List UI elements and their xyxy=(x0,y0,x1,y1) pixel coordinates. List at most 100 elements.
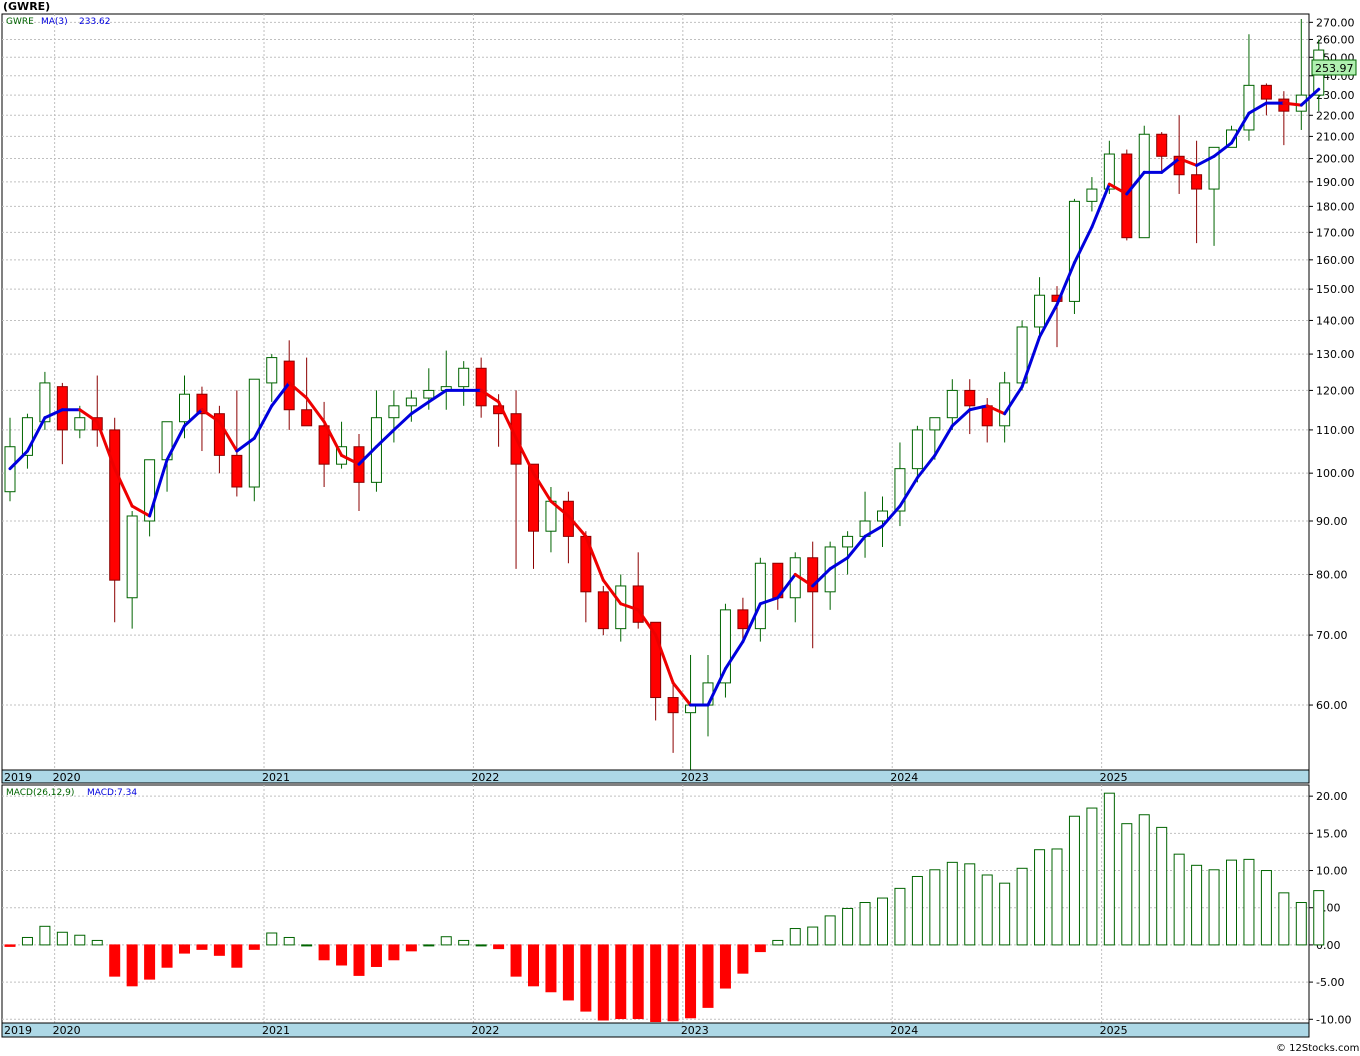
ma-segment xyxy=(200,408,221,424)
price-grid xyxy=(2,14,1309,770)
macd-year-label: 2025 xyxy=(1100,1024,1128,1037)
macd-bar xyxy=(877,897,888,946)
macd-bar xyxy=(231,944,243,968)
candle xyxy=(562,491,574,564)
candle-body xyxy=(911,429,923,470)
macd-bar xyxy=(981,874,993,946)
ma-segment xyxy=(741,602,762,644)
macd-tick-label: 10.00 xyxy=(1316,865,1348,878)
price-tick-label: 230.00 xyxy=(1316,89,1355,102)
macd-bar xyxy=(929,869,941,946)
ma-segment xyxy=(723,640,745,671)
ma-segment xyxy=(409,400,431,416)
ma-segment xyxy=(654,633,675,685)
ma-segment xyxy=(1247,101,1268,115)
candle-body xyxy=(999,382,1011,427)
candle-body xyxy=(877,510,888,522)
price-year-label: 2023 xyxy=(681,771,709,784)
candle xyxy=(405,390,417,422)
ma-segment xyxy=(1107,182,1129,196)
candle xyxy=(109,417,121,623)
ma-segment xyxy=(776,572,797,600)
legend-ma-value: 233.62 xyxy=(79,17,111,27)
macd-bar xyxy=(824,915,836,946)
macd-year-label: 2023 xyxy=(681,1024,709,1037)
ma-segment xyxy=(1055,261,1076,307)
candle-body xyxy=(1278,98,1290,112)
price-y-axis: 270.00260.00250.00240.00230.00220.00210.… xyxy=(1309,16,1355,712)
macd-bar xyxy=(894,887,906,946)
candle xyxy=(737,597,749,642)
macd-bar xyxy=(1138,814,1150,946)
ma-segment xyxy=(1195,154,1216,167)
ma-segment xyxy=(1212,141,1233,158)
candle xyxy=(213,405,225,474)
candle-body xyxy=(266,357,278,384)
candle xyxy=(807,541,819,649)
ma-segment xyxy=(113,467,134,508)
ma-segment xyxy=(758,596,780,606)
macd-bar xyxy=(1278,892,1290,946)
candle-body xyxy=(423,389,435,399)
ma-segment xyxy=(1072,225,1094,265)
candle xyxy=(196,386,208,452)
price-year-label: 2025 xyxy=(1100,771,1128,784)
macd-bar xyxy=(999,882,1011,946)
candle xyxy=(458,361,470,406)
candle xyxy=(1086,177,1098,212)
candle-body xyxy=(1260,84,1272,100)
candle xyxy=(1034,277,1046,337)
price-tick-label: 150.00 xyxy=(1316,283,1355,296)
candle-body xyxy=(405,397,417,407)
macd-bar xyxy=(754,944,766,953)
price-candles xyxy=(4,18,1325,770)
ma-segment xyxy=(130,504,152,518)
candle-body xyxy=(929,417,941,431)
candle xyxy=(1156,132,1168,173)
ma-segment xyxy=(671,681,693,707)
macd-bar xyxy=(859,902,871,946)
macd-bar xyxy=(1295,902,1307,946)
macd-tick-label: 20.00 xyxy=(1316,790,1348,803)
candle xyxy=(615,574,627,642)
candle xyxy=(946,379,958,430)
macd-bar xyxy=(109,944,121,977)
candle xyxy=(754,557,766,642)
macd-bar xyxy=(964,863,976,946)
macd-bar xyxy=(405,944,417,952)
macd-bar xyxy=(737,944,749,974)
price-tick-label: 140.00 xyxy=(1316,314,1355,327)
ma-segment xyxy=(968,404,989,412)
ma-segment xyxy=(846,534,867,560)
ma-segment xyxy=(933,424,954,457)
candle xyxy=(21,413,33,469)
price-x-axis: 2019 2020 2021 2022 2023 2024 2025 xyxy=(4,771,1128,784)
macd-year-label: 2021 xyxy=(262,1024,290,1037)
candle xyxy=(301,357,313,427)
macd-bar xyxy=(1121,823,1133,946)
ma-segment xyxy=(340,453,361,466)
price-tick-label: 220.00 xyxy=(1316,109,1355,122)
macd-bar xyxy=(842,907,854,946)
candle xyxy=(597,585,609,636)
candle-body xyxy=(213,413,225,456)
chart-title: (GWRE) xyxy=(3,0,51,13)
price-tick-label: 210.00 xyxy=(1316,130,1355,143)
macd-bar xyxy=(1016,867,1028,946)
price-x-axis-band xyxy=(1,769,1310,784)
ma-segment xyxy=(392,412,413,432)
ma-segment xyxy=(1003,385,1024,416)
ma-segment xyxy=(915,453,937,480)
macd-bar xyxy=(702,944,714,1008)
candle-body xyxy=(126,515,138,599)
candle-body xyxy=(632,585,644,623)
macd-bar xyxy=(632,944,644,1020)
ma-segment xyxy=(1090,182,1111,229)
candle xyxy=(266,354,278,402)
ma-segment xyxy=(636,608,658,637)
price-tick-label: 190.00 xyxy=(1316,176,1355,189)
watermark: © 12Stocks.com xyxy=(1276,1043,1359,1054)
ma-segment xyxy=(25,416,47,453)
ma-segment xyxy=(549,499,570,518)
ma-segment xyxy=(287,381,309,400)
